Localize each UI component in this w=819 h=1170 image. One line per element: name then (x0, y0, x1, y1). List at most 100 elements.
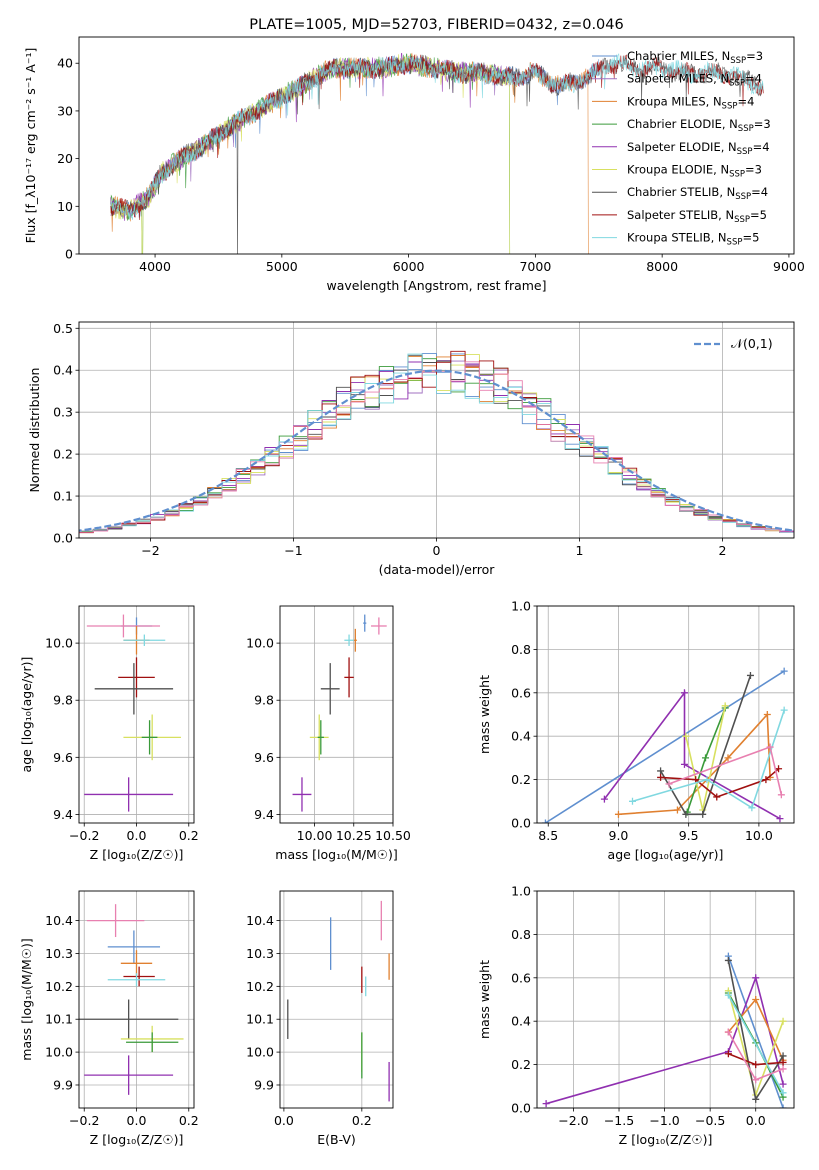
legend-label: Salpeter MILES, NSSP=4 (627, 72, 762, 89)
weight-marker (682, 810, 690, 818)
weight-marker (779, 1089, 787, 1097)
legend-label-suffix: =4 (745, 72, 762, 86)
legend-label: Salpeter ELODIE, NSSP=4 (627, 140, 770, 157)
weight-marker (600, 795, 608, 803)
y-tick-label: 0.0 (53, 531, 73, 546)
weight-series-line (544, 670, 785, 823)
y-tick-label: 0.4 (511, 729, 531, 744)
spectrum-series-line (110, 55, 599, 218)
weight-marker (752, 1076, 760, 1084)
legend-label-text: Chabrier ELODIE, N (627, 117, 738, 131)
legend-label-suffix: =3 (745, 163, 762, 177)
x-tick-label: −1.5 (604, 1113, 634, 1128)
y-tick-label: 0.3 (53, 405, 73, 420)
x-tick-label: 2 (719, 543, 727, 558)
data-point (292, 777, 312, 812)
data-point (123, 966, 155, 987)
x-tick-label: 0.2 (352, 1113, 372, 1128)
legend-label-text: Kroupa MILES, N (627, 94, 722, 108)
data-point (320, 663, 340, 715)
legend-label: Kroupa MILES, NSSP=4 (627, 94, 754, 111)
data-point (84, 777, 174, 812)
legend-subscript: SSP (729, 79, 745, 89)
x-axis-label: E(B-V) (317, 1132, 356, 1147)
data-point (344, 634, 354, 646)
y-tick-label: 0 (65, 247, 73, 262)
y-tick-label: 10.4 (45, 913, 73, 928)
x-tick-label: 8000 (646, 259, 678, 274)
axes-weight-vs-age: 8.5 9.0 9.5 10.0 0.0 0.2 0.4 0.6 0.8 1.0 age [log₁… (477, 599, 794, 862)
weight-marker (724, 1028, 732, 1036)
weight-lines-weight-vs-Z (542, 952, 787, 1108)
data-point (84, 1055, 174, 1095)
y-tick-label: 9.8 (254, 693, 274, 708)
data-point (363, 614, 367, 632)
x-tick-label: 0.0 (746, 1113, 766, 1128)
x-tick-label: 7000 (519, 259, 551, 274)
data-point (79, 999, 179, 1039)
data-point (86, 614, 161, 638)
weight-marker (752, 1061, 760, 1069)
legend-label-suffix: =4 (737, 94, 754, 108)
legend-label: Chabrier MILES, NSSP=3 (627, 49, 763, 66)
weight-marker (724, 991, 732, 999)
weight-marker (680, 760, 688, 768)
errorbar-points-mass-vs-ebv (287, 900, 390, 1102)
legend-subscript: SSP (729, 170, 745, 180)
x-axis-label: (data-model)/error (379, 562, 496, 577)
legend-label-text: Salpeter STELIB, N (627, 208, 734, 222)
weight-marker (748, 804, 756, 812)
weight-marker (665, 780, 673, 788)
spectrum-legend: Chabrier MILES, NSSP=3 Salpeter MILES, NS… (592, 49, 771, 248)
weight-series-line (727, 955, 784, 1108)
legend-subscript: SSP (730, 56, 746, 66)
weight-marker (699, 810, 707, 818)
y-tick-label: 20 (57, 151, 73, 166)
spectrum-lines (110, 52, 764, 254)
x-tick-label: −2 (141, 543, 159, 558)
y-axis-label: mass weight (477, 960, 492, 1039)
weight-series-line (632, 709, 785, 810)
x-tick-label: −0.2 (69, 828, 99, 843)
weight-marker (777, 791, 785, 799)
x-axis-label: Z [log₁₀(Z/Z☉)] (90, 1132, 184, 1147)
axes-frame (78, 605, 195, 824)
legend-label: Kroupa STELIB, NSSP=5 (627, 231, 759, 248)
legend-label-suffix: =5 (750, 208, 767, 222)
data-point (94, 663, 174, 715)
axes-weight-vs-Z: −2.0 −1.5 −1.0 −0.5 0.0 0.0 0.2 0.4 0.6 0.8 1.0 Z [… (477, 884, 794, 1147)
axes-frame (536, 890, 795, 1109)
y-tick-label: 40 (57, 56, 73, 71)
weight-marker (657, 773, 665, 781)
axes-frame (78, 321, 795, 539)
x-tick-label: 0.0 (127, 828, 147, 843)
chart-title: PLATE=1005, MJD=52703, FIBERID=0432, z=0… (249, 17, 623, 33)
y-tick-label: 10.0 (246, 636, 274, 651)
weight-marker (762, 776, 770, 784)
axes-frame (279, 605, 394, 824)
axes-age-vs-Z: −0.2 0.0 0.2 9.4 9.6 9.8 10.0 Z [log₁₀(Z/Z☉)] ag… (19, 606, 199, 862)
y-axis-label: Normed distribution (27, 368, 42, 493)
axes-frame (279, 890, 394, 1109)
data-point (118, 657, 155, 698)
weight-marker (779, 1104, 787, 1108)
y-tick-label: 0.6 (511, 685, 531, 700)
legend-label-suffix: =4 (751, 185, 768, 199)
y-tick-label: 0.0 (511, 816, 531, 831)
weight-marker (775, 765, 783, 773)
weight-series-line (727, 994, 784, 1094)
weight-marker (692, 776, 700, 784)
errorbar-points-age-vs-Z (84, 614, 181, 812)
y-tick-label: 0.2 (511, 772, 531, 787)
y-axis-label: Flux [f_λ10⁻¹⁷ erg cm⁻² s⁻¹ A⁻¹] (23, 48, 38, 244)
legend-label-text: Chabrier STELIB, N (627, 185, 735, 199)
data-point (107, 973, 166, 987)
histogram-lines (79, 350, 794, 535)
weight-marker (724, 1050, 732, 1058)
legend-label-suffix: =4 (753, 140, 770, 154)
x-tick-label: −2.0 (558, 1113, 588, 1128)
weight-marker (724, 956, 732, 964)
x-tick-label: 10.0 (745, 828, 773, 843)
x-tick-label: 0.2 (179, 1113, 199, 1128)
